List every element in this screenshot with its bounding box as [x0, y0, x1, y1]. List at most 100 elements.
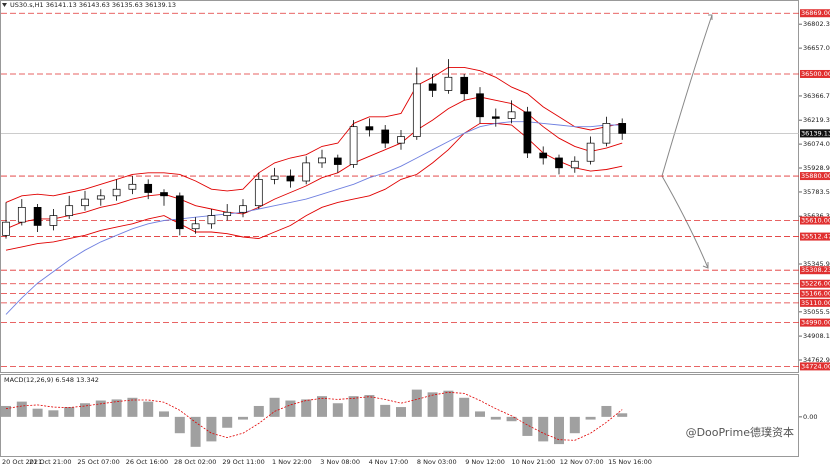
- x-tick-label: 29 Oct 11:00: [222, 458, 264, 466]
- candle-body: [491, 116, 500, 119]
- candle-body: [602, 123, 611, 144]
- candle-body: [175, 195, 184, 230]
- macd-bar: [64, 407, 75, 417]
- macd-bar: [301, 399, 312, 417]
- candle-body: [65, 205, 74, 216]
- candle-body: [254, 179, 263, 207]
- level-tag: [800, 318, 830, 327]
- macd-bar: [569, 416, 580, 434]
- candle-body: [96, 195, 105, 200]
- macd-bar: [490, 416, 501, 420]
- macd-bar: [506, 416, 517, 422]
- level-tag: [800, 216, 830, 225]
- y-tick-label: 36074.00: [803, 140, 830, 148]
- candle-body: [33, 206, 42, 226]
- candle-body: [523, 111, 532, 154]
- macd-bar: [159, 411, 169, 417]
- collapse-icon: [2, 3, 7, 7]
- candle-body: [2, 221, 10, 236]
- candle-body: [318, 157, 326, 164]
- level-tag: [800, 232, 830, 241]
- macd-bar: [601, 405, 612, 417]
- macd-bar: [111, 399, 122, 417]
- candle-body: [365, 126, 374, 131]
- candle-body: [112, 188, 121, 197]
- candle-body: [412, 83, 421, 137]
- candle-body: [239, 205, 247, 213]
- x-tick-label: 10 Nov 21:00: [511, 458, 555, 466]
- x-tick-label: 20 Oct 2021: [2, 458, 42, 466]
- candle-body: [349, 126, 358, 165]
- candle-body: [618, 123, 627, 134]
- candle-body: [160, 192, 168, 197]
- x-tick-label: 4 Nov 17:00: [369, 458, 409, 466]
- price-panel: [0, 0, 799, 373]
- y-tick-label: 0.00: [803, 413, 817, 421]
- candle-body: [476, 93, 484, 118]
- macd-bar: [80, 403, 90, 417]
- macd-bar: [174, 416, 185, 434]
- level-tag: [800, 266, 830, 275]
- macd-bar: [396, 407, 406, 417]
- candle-body: [223, 211, 232, 216]
- macd-bar: [143, 401, 154, 417]
- macd-bar: [364, 395, 375, 417]
- level-label: 35880.00: [801, 172, 830, 180]
- macd-bar: [222, 416, 233, 428]
- macd-bar: [285, 400, 296, 417]
- level-tag: [800, 289, 830, 298]
- x-tick-label: 28 Oct 02:00: [174, 458, 216, 466]
- level-label: 35512.47: [801, 233, 830, 241]
- x-tick-label: 9 Nov 12:00: [465, 458, 505, 466]
- x-tick-label: 8 Nov 03:00: [417, 458, 457, 466]
- y-tick-label: 34908.10: [803, 332, 830, 340]
- macd-bar: [206, 416, 217, 442]
- watermark: @DooPrime德璞资本: [686, 425, 794, 439]
- level-label: 36869.00: [801, 9, 830, 17]
- candle-body: [460, 76, 469, 95]
- macd-bar: [95, 400, 106, 417]
- macd-bar: [190, 416, 201, 447]
- level-tag: [800, 172, 830, 181]
- macd-bar: [269, 397, 280, 417]
- macd-bar: [127, 397, 138, 417]
- level-label: 35166.00: [801, 290, 830, 298]
- level-tag: [800, 298, 830, 307]
- candle-body: [586, 142, 595, 162]
- candle-body: [302, 162, 311, 182]
- level-label: 35110.00: [801, 299, 830, 307]
- candle-body: [333, 157, 342, 165]
- current-price-tag: [800, 129, 830, 138]
- candle-body: [128, 183, 137, 190]
- indicator-line: [5, 121, 623, 315]
- level-tag: [800, 9, 830, 18]
- macd-bar: [522, 416, 533, 436]
- candle-body: [207, 215, 216, 225]
- x-tick-label: 1 Nov 22:00: [272, 458, 312, 466]
- candle-body: [444, 76, 453, 91]
- candle-body: [381, 129, 390, 144]
- x-tick-label: 3 Nov 08:00: [320, 458, 360, 466]
- candle-body: [507, 111, 516, 119]
- macd-bar: [238, 416, 248, 420]
- y-tick-label: 35783.50: [803, 188, 830, 196]
- current-price-label: 36139.13: [801, 129, 830, 137]
- level-label: 35226.00: [801, 280, 830, 288]
- macd-bar: [427, 392, 438, 417]
- x-tick-label: 21 Oct 21:00: [29, 458, 71, 466]
- macd-bar: [475, 411, 485, 417]
- y-tick-label: 36219.30: [803, 116, 830, 124]
- y-tick-label: 35055.50: [803, 308, 830, 316]
- y-tick-label: 36657.00: [803, 44, 830, 52]
- candle-body: [570, 160, 579, 169]
- macd-header: MACD(12,26,9) 6.548 13.342: [4, 376, 99, 384]
- candle-body: [270, 175, 279, 180]
- level-label: 36500.00: [801, 70, 830, 78]
- candle-body: [144, 183, 153, 193]
- level-label: 35610.00: [801, 217, 830, 225]
- projection-arrows: [661, 14, 713, 269]
- macd-bar: [16, 401, 27, 417]
- x-tick-label: 15 Nov 16:00: [608, 458, 652, 466]
- candle-body: [539, 152, 548, 159]
